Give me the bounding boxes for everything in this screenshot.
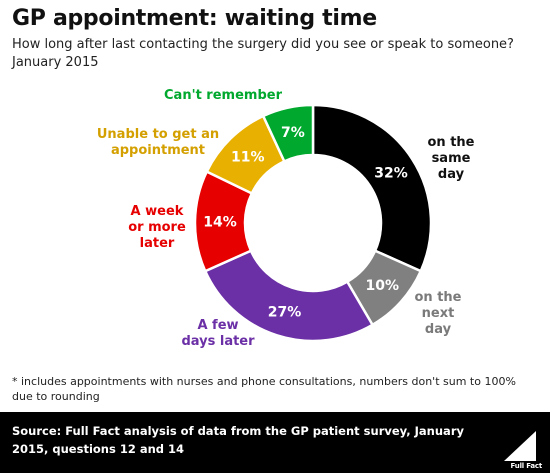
donut-chart: 32% on the same day 10% on the next day 27% A few… <box>97 88 475 349</box>
slice-value-label: 7% <box>281 125 305 141</box>
source-prefix: Source: <box>12 424 62 438</box>
slice-category-label: Can't remember <box>164 88 283 103</box>
source-footer: Source: Full Fact analysis of data from … <box>0 412 550 473</box>
donut-slice <box>311 103 433 273</box>
chart-subtitle: How long after last contacting the surge… <box>12 37 514 70</box>
slice-value-label: 14% <box>203 215 237 231</box>
donut-slice <box>203 249 375 343</box>
chart-title: GP appointment: waiting time <box>12 6 377 31</box>
footnote: * includes appointments with nurses and … <box>12 375 516 403</box>
source-text: Source: Full Fact analysis of data from … <box>12 422 482 458</box>
full-fact-logo-icon <box>504 431 536 461</box>
slice-value-label: 27% <box>268 305 302 321</box>
slice-category-label: A week or more later <box>128 204 186 251</box>
logo-text: Full Fact <box>510 462 543 470</box>
slice-value-label: 11% <box>231 150 265 166</box>
slice-category-label: on the next day <box>415 290 462 337</box>
slice-value-label: 10% <box>365 278 399 294</box>
slice-value-label: 32% <box>374 165 408 181</box>
source-body: Full Fact analysis of data from the GP p… <box>12 424 464 456</box>
slice-category-label: A few days later <box>181 318 255 349</box>
donut-slice <box>261 103 315 164</box>
slice-category-label: on the same day <box>428 135 475 182</box>
slice-category-label: Unable to get an appointment <box>97 127 219 158</box>
